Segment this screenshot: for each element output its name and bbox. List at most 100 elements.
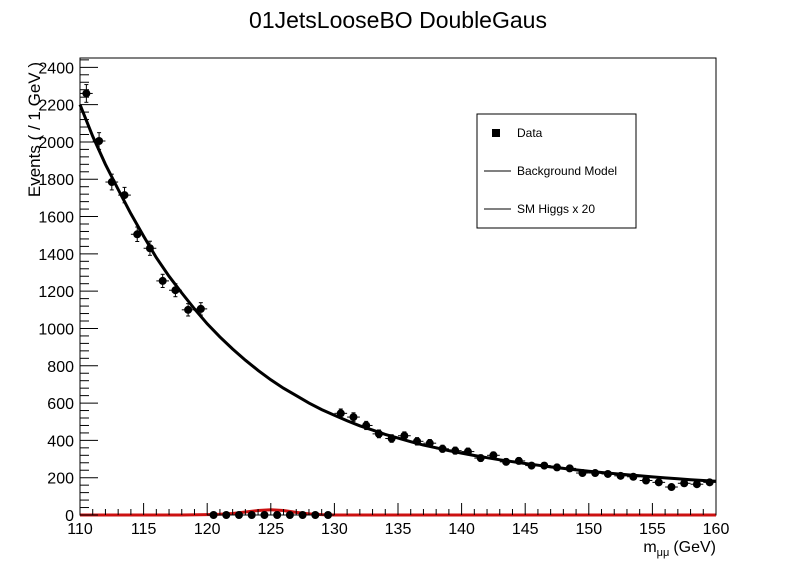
data-point-marker [438,444,447,453]
data-point-marker [463,447,472,456]
data-point [601,469,615,478]
y-tick-label: 0 [65,508,74,525]
x-axis-label-unit: (GeV) [673,539,716,556]
x-tick-label: 160 [703,521,730,538]
data-point [474,454,488,463]
y-tick-label: 1000 [38,321,74,338]
data-point [105,173,119,191]
data-point-marker [95,137,104,146]
y-tick-label: 800 [47,359,74,376]
data-point-marker [667,483,676,492]
data-point-marker [336,409,345,418]
data-point [181,303,195,317]
data-point [207,511,220,519]
data-point-marker [502,457,511,466]
data-point [652,478,666,487]
data-point [410,437,424,446]
data-point [118,186,131,204]
data-point [143,240,157,256]
data-point [296,511,309,519]
data-point [436,444,449,453]
data-point [334,408,348,419]
data-point [626,472,640,481]
x-tick-label: 130 [321,521,348,538]
x-tick-label: 135 [385,521,412,538]
data-points-layer [80,84,716,519]
data-point [258,511,271,519]
data-point-marker [629,472,638,481]
y-tick-label: 400 [47,433,74,450]
data-point-marker [260,511,269,519]
data-point [703,478,716,487]
data-point [576,469,589,478]
data-point-marker [654,478,663,487]
data-point [639,476,653,485]
data-point-marker [235,511,243,519]
x-axis-label-main: m [643,539,656,556]
data-point-marker [425,439,434,448]
data-point [448,446,462,455]
data-point [283,511,297,519]
data-point-marker [222,511,231,519]
data-point [563,464,577,473]
data-point-marker [311,511,320,519]
data-point [219,511,233,519]
x-tick-label: 125 [257,521,284,538]
data-point-marker [476,454,485,463]
data-point-marker [145,244,154,253]
y-tick-label: 200 [47,471,74,488]
chart-title: 01JetsLooseBO DoubleGaus [249,7,547,33]
data-point-marker [362,421,371,430]
data-point [80,84,93,103]
data-point [372,429,386,439]
data-point-marker [349,413,358,422]
y-tick-label: 1800 [38,172,74,189]
data-point [156,273,170,289]
data-point-marker [387,434,396,443]
data-point-marker [247,511,256,519]
legend: Data Background Model SM Higgs x 20 [476,113,637,229]
data-point [550,463,564,472]
data-point [321,511,335,519]
data-point-marker [273,511,282,519]
x-axis-label: mμμ (GeV) [643,539,716,559]
legend-higgs-label: SM Higgs x 20 [517,202,595,216]
y-tick-label: 1600 [38,210,74,227]
x-tick-label: 115 [131,521,157,538]
data-point [385,434,398,443]
data-point-marker [285,511,294,519]
data-point [690,480,704,489]
data-point [487,451,500,460]
data-point [232,511,246,519]
data-point-marker [107,178,116,187]
y-tick-label: 1200 [38,284,74,301]
axes: 110 115 120 125 130 135 140 145 150 155 1600200400… [38,59,730,538]
data-point [537,461,551,470]
data-point-marker [565,464,574,473]
legend-background-label: Background Model [517,164,617,178]
data-point [92,132,106,150]
data-point-marker [298,511,307,519]
y-tick-label: 2400 [38,60,74,77]
data-point [245,511,259,519]
data-point [169,283,182,298]
data-point [130,226,144,243]
x-tick-label: 120 [194,521,221,538]
legend-data-marker [492,129,500,137]
data-point-marker [120,191,129,200]
x-tick-label: 150 [575,521,602,538]
data-point [359,420,373,431]
data-point [525,461,538,470]
data-point-marker [540,461,549,470]
y-tick-label: 2200 [38,98,74,115]
data-point [270,511,284,519]
data-point-marker [400,431,409,440]
x-tick-label: 145 [512,521,539,538]
data-point [423,439,437,448]
data-point-marker [489,451,498,460]
data-point [665,483,678,492]
data-point [194,302,208,316]
data-point-marker [553,463,561,472]
data-point-marker [705,478,714,487]
data-point-marker [680,479,689,488]
